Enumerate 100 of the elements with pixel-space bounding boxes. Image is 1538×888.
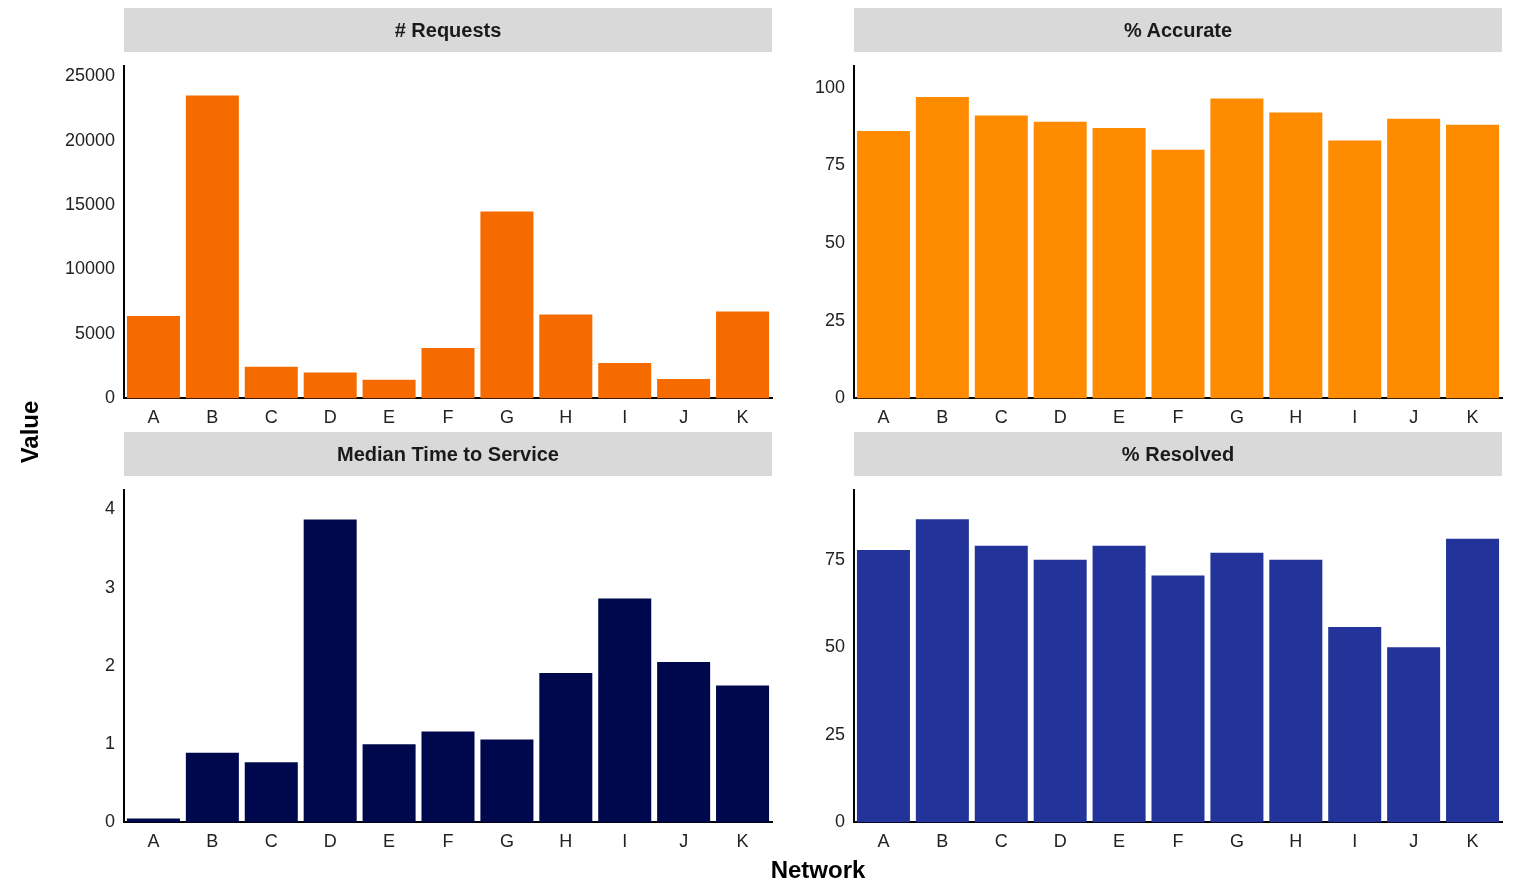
bar	[362, 379, 416, 399]
y-tick-label: 4	[104, 498, 115, 519]
chart-title: % Resolved	[854, 432, 1502, 476]
x-tick-label: H	[559, 831, 573, 852]
bar	[1328, 627, 1382, 823]
x-tick-label: D	[323, 831, 337, 852]
x-tick-label: H	[1289, 407, 1303, 428]
y-tick-label: 75	[824, 154, 845, 175]
x-tick-label: F	[1172, 407, 1184, 428]
bar	[303, 372, 357, 399]
bar	[126, 315, 180, 399]
x-tick-label: K	[736, 831, 749, 852]
bar	[480, 211, 534, 399]
x-tick-label: J	[1409, 831, 1419, 852]
y-tick-label: 75	[824, 548, 845, 569]
x-tick-label: G	[499, 407, 514, 428]
x-tick-label: K	[1466, 407, 1479, 428]
bar	[974, 115, 1028, 399]
bar	[185, 752, 239, 823]
x-tick-label: K	[736, 407, 749, 428]
bar	[1092, 127, 1146, 399]
bar	[1387, 647, 1441, 823]
bar	[244, 762, 298, 823]
x-tick-label: I	[622, 407, 628, 428]
bar	[185, 95, 239, 399]
y-tick-label: 0	[834, 387, 845, 408]
x-tick-label: B	[936, 407, 949, 428]
chart-title: Median Time to Service	[124, 432, 772, 476]
bar	[1269, 559, 1323, 823]
y-tick-label: 20000	[64, 129, 115, 150]
bar	[1210, 98, 1264, 399]
bar	[657, 379, 711, 399]
x-tick-label: C	[994, 831, 1008, 852]
bar	[657, 661, 711, 823]
y-tick-label: 0	[834, 811, 845, 832]
y-axis-title: Value	[16, 400, 44, 464]
y-tick-label: 5000	[74, 322, 115, 343]
x-tick-label: D	[1053, 831, 1067, 852]
bar	[303, 519, 357, 823]
x-tick-label: E	[1113, 831, 1126, 852]
bar	[1446, 538, 1500, 823]
bar	[244, 366, 298, 399]
bar	[1446, 124, 1500, 399]
bar	[1033, 121, 1087, 399]
bar	[362, 744, 416, 823]
y-tick-label: 1	[104, 733, 115, 754]
x-tick-label: J	[679, 407, 689, 428]
x-tick-label: J	[679, 831, 689, 852]
x-tick-label: C	[264, 831, 278, 852]
y-tick-label: 25000	[64, 65, 115, 86]
y-tick-label: 50	[824, 636, 845, 657]
y-tick-label: 10000	[64, 258, 115, 279]
bar	[1092, 545, 1146, 823]
x-tick-label: D	[1053, 407, 1067, 428]
bar	[856, 550, 910, 823]
x-tick-label: G	[1229, 407, 1244, 428]
x-tick-label: F	[442, 831, 454, 852]
x-tick-label: H	[559, 407, 573, 428]
x-tick-label: G	[499, 831, 514, 852]
bar	[1033, 559, 1087, 823]
y-tick-label: 15000	[64, 194, 115, 214]
bar	[716, 685, 770, 823]
x-tick-label: I	[622, 831, 628, 852]
x-tick-label: E	[1113, 407, 1126, 428]
bar	[915, 96, 969, 399]
x-axis-title: Network	[769, 856, 867, 884]
x-tick-label: F	[442, 407, 454, 428]
bar	[974, 545, 1028, 823]
bar	[1151, 575, 1205, 823]
bar	[598, 598, 652, 823]
x-tick-label: A	[877, 407, 890, 428]
y-tick-label: 25	[824, 723, 845, 744]
x-tick-label: E	[383, 831, 396, 852]
x-tick-label: E	[383, 407, 396, 428]
chart-title: % Accurate	[854, 8, 1502, 52]
x-tick-label: K	[1466, 831, 1479, 852]
bar	[1151, 149, 1205, 399]
bar	[1210, 552, 1264, 823]
x-tick-label: B	[206, 831, 219, 852]
x-tick-label: H	[1289, 831, 1303, 852]
x-tick-label: F	[1172, 831, 1184, 852]
x-tick-label: A	[147, 831, 160, 852]
y-tick-label: 3	[104, 576, 115, 597]
bar	[716, 311, 770, 399]
x-tick-label: I	[1352, 407, 1358, 428]
y-tick-label: 0	[104, 811, 115, 832]
x-tick-label: D	[323, 407, 337, 428]
bar	[915, 519, 969, 823]
bar	[539, 314, 593, 399]
y-tick-label: 100	[814, 76, 845, 97]
chart-title: # Requests	[124, 8, 772, 52]
bar	[480, 739, 534, 823]
bar	[421, 348, 475, 399]
bar	[539, 672, 593, 823]
x-tick-label: G	[1229, 831, 1244, 852]
x-tick-label: C	[994, 407, 1008, 428]
y-tick-label: 2	[104, 654, 115, 675]
x-tick-label: J	[1409, 407, 1419, 428]
x-tick-label: C	[264, 407, 278, 428]
y-tick-label: 25	[824, 309, 845, 330]
